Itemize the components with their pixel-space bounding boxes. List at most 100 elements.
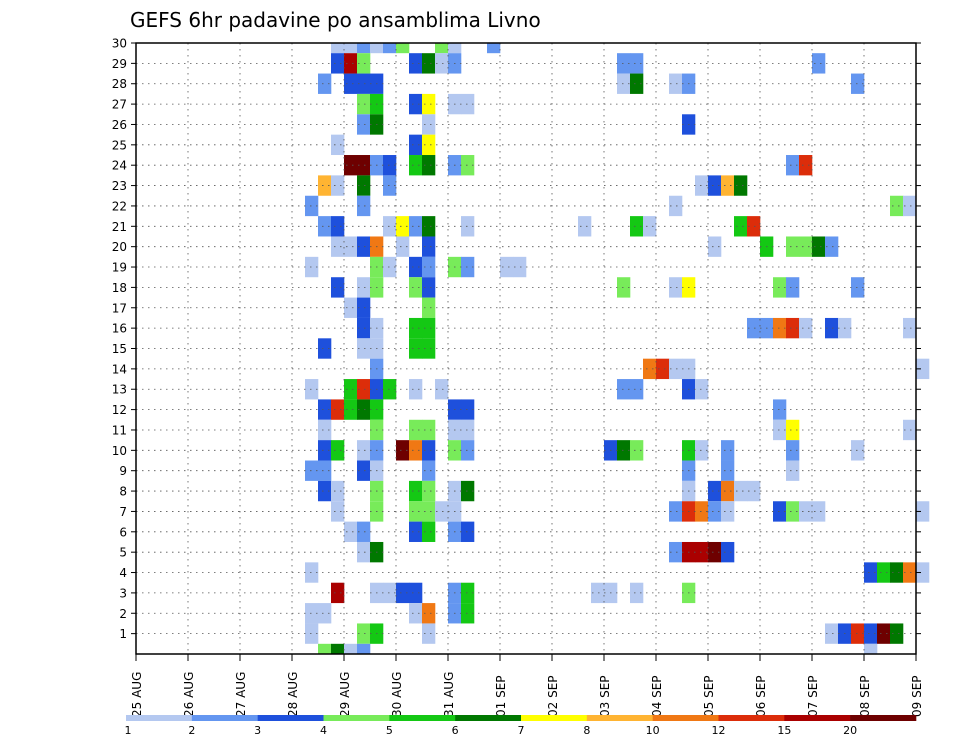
y-tick-label: 28	[112, 77, 127, 91]
colorbar-swatch	[323, 715, 390, 721]
heatmap-cell	[370, 43, 384, 54]
grid-lines	[136, 42, 916, 654]
heatmap-cell	[318, 175, 332, 196]
heatmap-cell	[669, 73, 683, 94]
heatmap-cell	[409, 93, 423, 115]
heatmap-cell	[734, 175, 748, 196]
heatmap-cell	[344, 43, 358, 54]
colorbar-tick-label: 3	[254, 724, 261, 737]
heatmap-cell	[344, 73, 358, 94]
x-tick-label: 27 AUG	[234, 672, 248, 717]
heatmap-cell	[396, 236, 410, 257]
heatmap-cell	[344, 643, 358, 654]
heatmap-cell	[721, 501, 735, 522]
heatmap-cell	[409, 379, 423, 400]
heatmap-cell	[747, 216, 761, 237]
y-tick-label: 12	[112, 403, 127, 417]
heatmap-cell	[331, 134, 345, 156]
heatmap-cell	[331, 440, 345, 461]
heatmap-cell	[422, 419, 436, 441]
heatmap-cell	[435, 53, 449, 74]
heatmap-cell	[305, 460, 319, 481]
colorbar-swatch	[586, 715, 653, 721]
heatmap-cell	[357, 53, 371, 74]
heatmap-cell	[617, 277, 631, 298]
heatmap-cell	[617, 73, 631, 94]
heatmap-cell	[721, 541, 735, 563]
heatmap-cell	[578, 216, 592, 237]
heatmap-cell	[591, 582, 605, 604]
heatmap-cell	[383, 582, 397, 604]
y-tick-label: 2	[119, 607, 127, 621]
x-tick-label: 08 SEP	[858, 675, 872, 717]
heatmap-cell	[383, 379, 397, 400]
heatmap-cell	[357, 195, 371, 217]
heatmap-cell	[487, 43, 501, 54]
heatmap-cell	[773, 419, 787, 441]
heatmap-cell	[305, 623, 319, 644]
heatmap-cell	[825, 623, 839, 644]
colorbar-swatch	[389, 715, 456, 721]
heatmap-cell	[422, 440, 436, 461]
heatmap-cell	[331, 236, 345, 257]
y-tick-label: 15	[112, 342, 127, 356]
heatmap-cell	[331, 399, 345, 420]
heatmap-cell	[357, 521, 371, 542]
heatmap-cell	[344, 155, 358, 176]
y-axis-ticks: 1234567891011121314151617181920212223242…	[112, 37, 921, 641]
x-tick-label: 01 SEP	[494, 675, 508, 717]
x-tick-label: 02 SEP	[546, 675, 560, 717]
heatmap-cell	[396, 216, 410, 237]
y-tick-label: 8	[119, 485, 127, 499]
heatmap-cell	[409, 338, 423, 359]
heatmap-cell	[422, 216, 436, 237]
heatmap-cell	[409, 582, 423, 604]
heatmap-cell	[422, 603, 436, 624]
heatmap-cell	[708, 236, 722, 257]
heatmap-cell	[656, 358, 670, 380]
heatmap-cell	[344, 297, 358, 318]
heatmap-cell	[435, 43, 449, 54]
heatmap-cell	[331, 175, 345, 196]
heatmap-cell	[383, 216, 397, 237]
heatmap-cell	[409, 256, 423, 278]
y-tick-label: 3	[119, 586, 127, 600]
heatmap-cell	[630, 582, 644, 604]
y-tick-label: 24	[112, 159, 127, 173]
heatmap-cell	[357, 43, 371, 54]
heatmap-cell	[630, 73, 644, 94]
y-tick-label: 11	[112, 423, 127, 437]
heatmap-cell	[383, 43, 397, 54]
heatmap-cell	[357, 114, 371, 135]
heatmap-cell	[890, 562, 904, 583]
heatmap-cell	[357, 297, 371, 318]
y-tick-label: 29	[112, 57, 127, 71]
heatmap-cell	[916, 562, 930, 583]
y-tick-label: 5	[119, 546, 127, 560]
heatmap-cell	[695, 440, 709, 461]
heatmap-cell	[357, 643, 371, 654]
heatmap-cell	[773, 317, 787, 339]
heatmap-cell	[357, 623, 371, 644]
colorbar-swatch	[521, 715, 588, 721]
heatmap-cell	[461, 399, 475, 420]
colorbar-tick-label: 7	[518, 724, 525, 737]
y-tick-label: 19	[112, 261, 127, 275]
colorbar-swatch	[455, 715, 522, 721]
y-tick-label: 27	[112, 98, 127, 112]
heatmap-cell	[383, 155, 397, 176]
heatmap-cell	[630, 53, 644, 74]
y-tick-label: 10	[112, 444, 127, 458]
heatmap-cell	[630, 379, 644, 400]
heatmap-cell	[435, 501, 449, 522]
heatmap-cell	[331, 216, 345, 237]
heatmap-cell	[357, 317, 371, 339]
heatmap-cell	[851, 73, 865, 94]
heatmap-cell	[383, 256, 397, 278]
heatmap-cell	[461, 256, 475, 278]
heatmap-cell	[825, 317, 839, 339]
heatmap-cell	[305, 379, 319, 400]
heatmap-cell	[734, 216, 748, 237]
heatmap-cell	[721, 440, 735, 461]
heatmap-cell	[916, 501, 930, 522]
